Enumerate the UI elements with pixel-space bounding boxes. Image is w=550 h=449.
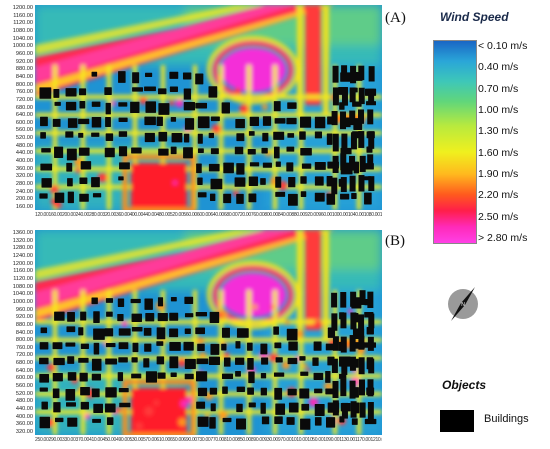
- building-swatch: [440, 410, 474, 432]
- y-tick-label: 1120.00: [13, 275, 33, 282]
- wind-speed-colorbar: [433, 40, 477, 244]
- y-tick-label: 680.00: [15, 104, 33, 111]
- legend-label: 0.70 m/s: [478, 82, 519, 95]
- y-tick-label: 1080.00: [12, 283, 33, 290]
- legend-label: 1.60 m/s: [478, 146, 519, 159]
- y-tick-label: 200.00: [15, 196, 33, 203]
- legend-label: 0.40 m/s: [478, 61, 519, 74]
- north-arrow-icon: N: [441, 282, 485, 326]
- y-tick-label: 1360.00: [12, 230, 33, 236]
- y-tick-label: 880.00: [15, 321, 33, 328]
- y-tick-label: 240.00: [15, 188, 33, 195]
- compass-letter: N: [461, 302, 465, 308]
- y-tick-label: 1200.00: [12, 5, 33, 11]
- y-tick-label: 1080.00: [12, 27, 33, 34]
- wind-speed-map-a: [35, 5, 382, 210]
- y-tick-label: 680.00: [15, 360, 33, 367]
- y-tick-label: 760.00: [15, 344, 33, 351]
- y-tick-label: 1280.00: [12, 245, 33, 252]
- y-tick-label: 1000.00: [12, 298, 33, 305]
- x-axis-b: 250.00290.00330.00370.00410.00450.00490.…: [35, 437, 382, 443]
- y-tick-label: 400.00: [15, 158, 33, 165]
- y-tick-label: 640.00: [15, 367, 33, 374]
- y-tick-label: 920.00: [15, 58, 33, 65]
- y-tick-label: 160.00: [15, 204, 33, 210]
- wind-speed-map-b: [35, 230, 382, 435]
- objects-title: Objects: [442, 378, 487, 392]
- y-axis-a: 1200.00 1160.00 1120.00 1080.00 1040.00 1000.…: [0, 5, 33, 210]
- y-tick-label: 1040.00: [12, 291, 33, 298]
- legend-label: 2.50 m/s: [478, 210, 519, 223]
- legend-label: 1.90 m/s: [478, 168, 519, 180]
- y-tick-label: 480.00: [15, 398, 33, 405]
- legend-labels: < 0.10 m/s 0.40 m/s 0.70 m/s 1.00 m/s 1.30 m…: [478, 40, 550, 244]
- y-tick-label: 1000.00: [12, 43, 33, 50]
- panel-label-a: (A): [385, 10, 406, 26]
- y-tick-label: 360.00: [15, 421, 33, 428]
- y-tick-label: 920.00: [15, 314, 33, 321]
- y-tick-label: 640.00: [15, 112, 33, 119]
- y-tick-label: 1320.00: [12, 237, 33, 244]
- y-tick-label: 1040.00: [12, 35, 33, 42]
- y-tick-label: 440.00: [15, 150, 33, 157]
- y-tick-label: 960.00: [15, 50, 33, 57]
- building-label: Buildings: [484, 413, 529, 425]
- y-tick-label: 520.00: [15, 135, 33, 142]
- y-tick-label: 720.00: [15, 96, 33, 103]
- y-tick-label: 720.00: [15, 352, 33, 359]
- legend-title: Wind Speed: [440, 10, 509, 24]
- legend-label: 1.00 m/s: [478, 104, 519, 116]
- y-tick-label: 560.00: [15, 127, 33, 134]
- y-tick-label: 520.00: [15, 390, 33, 397]
- y-tick-label: 320.00: [15, 173, 33, 180]
- y-tick-label: 760.00: [15, 89, 33, 96]
- legend-label: > 2.80 m/s: [478, 232, 528, 244]
- y-tick-label: 1200.00: [12, 260, 33, 267]
- y-tick-label: 440.00: [15, 406, 33, 413]
- panel-label-b: (B): [385, 233, 405, 249]
- legend-label: 2.20 m/s: [478, 189, 519, 202]
- y-axis-b: 1360.00 1320.00 1280.00 1240.00 1200.00 1160.…: [0, 230, 33, 435]
- legend-label: 1.30 m/s: [478, 125, 519, 138]
- y-tick-label: 840.00: [15, 73, 33, 80]
- x-axis-a: 120.00160.00200.00240.00280.00320.00360.…: [35, 212, 382, 218]
- y-tick-label: 1120.00: [13, 20, 33, 27]
- y-tick-label: 400.00: [15, 413, 33, 420]
- y-tick-label: 1160.00: [13, 268, 33, 275]
- y-tick-label: 960.00: [15, 306, 33, 313]
- y-tick-label: 800.00: [15, 81, 33, 88]
- y-tick-label: 840.00: [15, 329, 33, 336]
- y-tick-label: 800.00: [15, 337, 33, 344]
- y-tick-label: 480.00: [15, 142, 33, 149]
- y-tick-label: 1160.00: [13, 12, 33, 19]
- y-tick-label: 320.00: [15, 429, 33, 435]
- y-tick-label: 1240.00: [12, 252, 33, 259]
- legend-label: < 0.10 m/s: [478, 40, 528, 52]
- y-tick-label: 280.00: [15, 181, 33, 188]
- y-tick-label: 360.00: [15, 165, 33, 172]
- y-tick-label: 560.00: [15, 383, 33, 390]
- y-tick-label: 880.00: [15, 66, 33, 73]
- y-tick-label: 600.00: [15, 119, 33, 126]
- y-tick-label: 600.00: [15, 375, 33, 382]
